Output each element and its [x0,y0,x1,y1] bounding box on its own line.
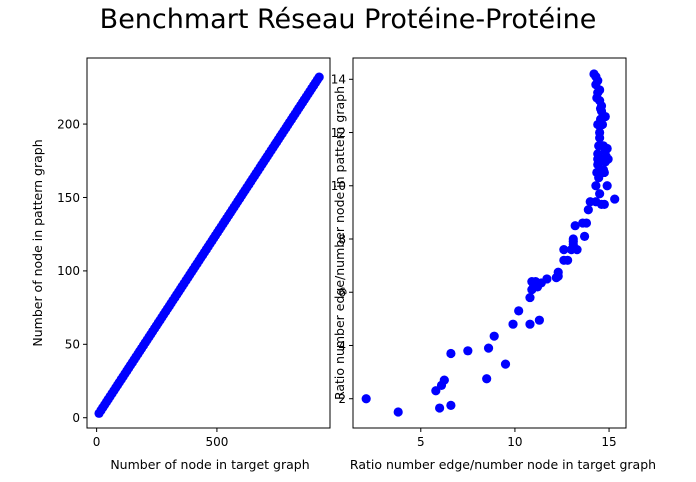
chart-suptitle: Benchmart Réseau Protéine-Protéine [99,4,597,35]
data-point [483,343,494,353]
data-point [595,189,605,199]
x-tick-label: 10 [507,435,522,449]
data-point [489,331,499,341]
x-tick-label: 0 [93,435,101,449]
data-point [610,194,620,204]
data-point [602,181,612,191]
x-axis-label: Ratio number edge/number node in target … [350,457,656,472]
data-point [482,374,492,384]
y-tick-label: 10 [331,179,346,193]
data-point [592,93,602,103]
data-point [446,348,456,359]
data-point [542,274,552,284]
y-tick-label: 100 [57,264,80,278]
data-point [500,359,511,369]
y-axis-label: Ratio number edge/number node in pattern… [332,86,347,400]
x-tick-label: 5 [417,435,425,449]
y-tick-label: 12 [331,126,346,140]
y-tick-label: 2 [338,392,346,406]
x-axis-label: Number of node in target graph [110,457,309,472]
data-point [572,245,582,255]
x-tick-label: 15 [601,435,616,449]
y-tick-label: 200 [57,117,80,131]
data-point [439,375,449,385]
data-point [595,103,606,114]
data-point [579,231,590,241]
plot-frame [86,57,331,429]
data-point [595,85,605,95]
data-point [508,319,518,329]
left-scatter-plot: 0 500 0 50 100 150 200 Number of node in target… [30,57,331,472]
data-point [593,76,603,86]
data-point [598,165,609,175]
y-tick-label: 150 [57,191,80,205]
y-tick-label: 14 [331,73,346,87]
data-point [568,237,578,247]
data-point [570,221,580,231]
data-point [361,394,371,404]
y-tick-label: 4 [338,339,346,353]
data-point [595,127,605,138]
data-point [563,255,573,265]
data-point [594,173,604,183]
y-tick-label: 8 [338,232,346,246]
data-point [446,400,456,410]
data-point [463,346,473,356]
data-point [435,403,445,413]
data-point [603,154,613,164]
plot-frame [352,57,627,429]
data-point [559,245,569,255]
y-tick-label: 6 [338,286,346,300]
data-point [314,72,324,82]
data-point [525,319,535,329]
data-point [581,218,592,228]
data-point [583,205,593,215]
data-point [534,315,544,325]
data-point [593,119,603,130]
data-point [600,111,610,122]
data-point [602,143,612,154]
y-tick-label: 50 [65,338,80,352]
x-tick-label: 500 [205,435,228,449]
data-point [596,199,607,209]
data-point [553,271,563,281]
y-tick-label: 0 [72,411,80,425]
data-point [525,292,535,303]
data-point [393,407,403,417]
data-point [591,181,601,191]
data-point [514,306,524,316]
y-axis-label: Number of node in pattern graph [30,139,45,346]
